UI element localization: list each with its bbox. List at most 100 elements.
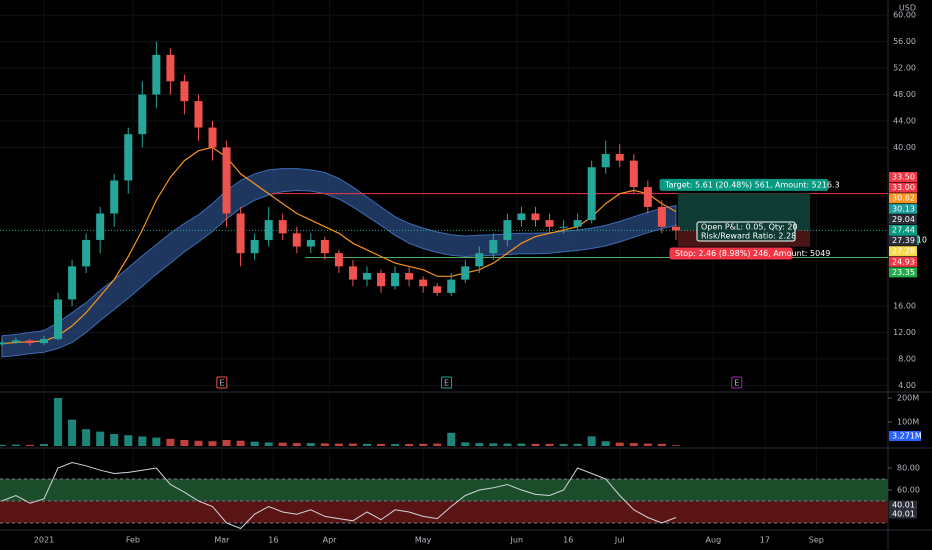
rsi-lower-zone [0,501,888,523]
volume-bar [503,443,512,446]
candle-body [250,239,259,254]
volume-bar [643,443,652,446]
y-tick-label: 44.00 [893,116,916,125]
volume-bar [447,432,456,446]
volume-bar [657,443,666,446]
volume-bar [306,443,315,446]
candle-body [25,340,34,344]
candle-body [447,279,456,293]
price-tag [889,246,917,257]
candle-body [11,340,20,343]
candle-body [615,154,624,161]
stop-box [669,247,793,260]
event-marker [216,376,228,389]
candle-body [587,167,596,221]
volume-bar [278,442,287,446]
candle-body [405,273,414,280]
candle-body [166,54,175,82]
volume-bar [573,443,582,446]
price-tag-label: 33.50 [892,173,915,182]
y-tick-label: 40.00 [893,143,916,152]
candle-body [643,187,652,207]
candle-body [545,220,554,227]
volume-bar [475,443,484,446]
currency-label: USD [899,4,916,13]
candle-body [531,213,540,221]
candle-body [601,154,610,168]
candle-body [236,213,245,254]
volume-tag-label: 3.271M [892,432,922,441]
x-tick-label: Sep [809,536,824,545]
volume-bar [54,398,63,446]
volume-bar [391,444,400,446]
volume-bar [236,440,245,446]
volume-tick-label: 100M [897,418,919,427]
volume-bar [615,442,624,446]
pnl-box [696,221,796,242]
x-tick-label: Apr [323,536,338,545]
volume-bar [377,443,386,446]
volume-bar [629,443,638,446]
volume-tick-label: 200M [897,394,919,403]
target-label: Target: 5.61 (20.48%) 561, Amount: 5216.… [664,180,840,189]
price-tag [889,225,917,235]
volume-bar [461,442,470,446]
y-tick-label: 4.00 [898,381,916,390]
candle-body [629,160,638,188]
volume-bar [138,436,147,446]
price-tag-label: 23.35 [892,268,915,277]
volume-bar [152,437,161,446]
candle-body [348,266,357,280]
candle-body [461,266,470,280]
candle-body [306,239,315,247]
candle-body [573,220,582,227]
event-label: E [734,379,739,388]
candle-body [96,213,105,240]
volume-bar [489,443,498,446]
price-tag [889,235,917,246]
x-tick-label: 17 [760,536,770,545]
volume-bar [194,440,203,446]
volume-bar [96,431,105,446]
price-tag [889,193,917,204]
candle-body [433,286,442,293]
rsi-tag-label: 40.01 [892,510,915,519]
volume-bar [517,443,526,446]
pnl-label: Open P&L: 0.05, Qty: 20 [701,223,798,232]
candle-body [54,299,63,340]
candle-body [362,273,371,280]
volume-bar [405,444,414,446]
candle-body [419,279,428,287]
candle-body [40,339,48,344]
event-label: E [444,379,449,388]
volume-bar [531,443,540,446]
price-tag [889,203,917,214]
price-tag-label: 24.93 [892,257,915,266]
price-tag-label: 33.00 [892,183,915,192]
x-tick-label: Feb [126,536,140,545]
volume-bar [40,444,48,446]
candle-body [124,134,133,181]
volume-bar [0,444,6,446]
rsi-line [1,461,677,530]
stop-label: Stop: 2.46 (8.98%) 246, Amount: 5049 [675,249,830,258]
volume-bar [264,442,273,446]
price-tag-label: 30.62 [892,194,915,203]
rsi-tick-label: 80.00 [897,464,920,473]
rsi-tick-label: 60.00 [897,486,920,495]
volume-bar [250,441,259,446]
volume-bar [180,440,189,446]
volume-bar [587,436,596,446]
candle-body [489,239,498,254]
candle-body [138,94,147,135]
candle-body [517,213,526,221]
volume-bar [419,443,428,446]
candle-body [68,266,77,300]
candle-body [82,239,91,267]
volume-bar [110,434,119,446]
x-tick-label: 16 [268,536,278,545]
candle-body [292,233,301,247]
y-tick-label: 56.00 [893,37,916,46]
candle-body [503,220,512,240]
ratio-label: Risk/Reward Ratio: 2.28 [701,232,796,241]
